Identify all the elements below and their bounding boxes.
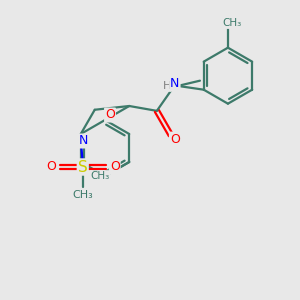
Text: CH₃: CH₃ (222, 18, 242, 28)
Text: O: O (46, 160, 56, 173)
Text: O: O (105, 109, 115, 122)
Text: O: O (110, 160, 120, 173)
Text: O: O (170, 133, 180, 146)
Text: CH₃: CH₃ (72, 190, 93, 200)
Text: S: S (78, 160, 88, 175)
Text: N: N (170, 77, 180, 90)
Text: H: H (163, 81, 171, 91)
Text: N: N (79, 134, 88, 148)
Text: CH₃: CH₃ (90, 171, 110, 181)
